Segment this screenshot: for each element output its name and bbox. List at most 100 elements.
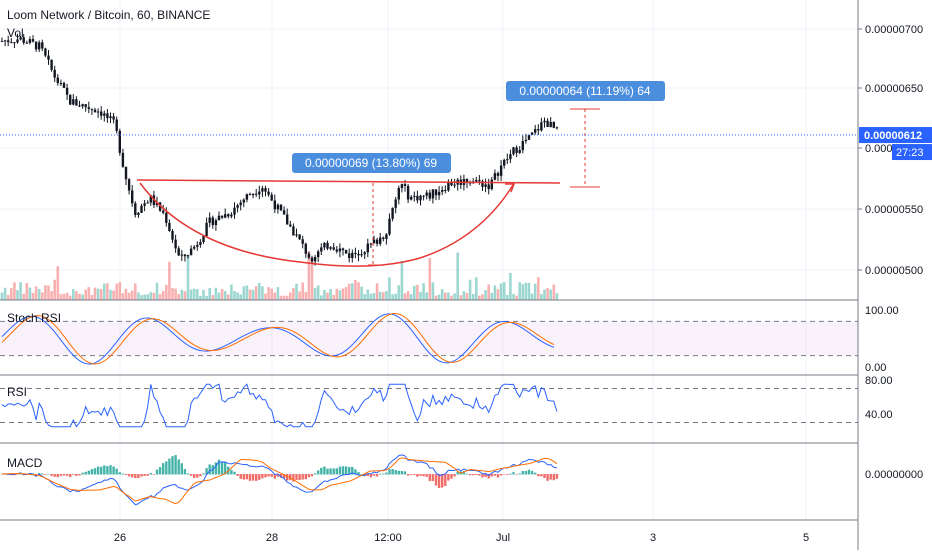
candle-body (199, 242, 202, 245)
candle-body (313, 257, 317, 262)
macd-histogram-bar (549, 474, 552, 480)
macd-histogram-bar (484, 474, 487, 477)
candle-body (524, 139, 528, 142)
candle-body (177, 248, 180, 256)
volume-bar (155, 282, 159, 300)
last-price-value: 0.00000612 (864, 130, 922, 142)
macd-histogram-bar (410, 474, 413, 475)
candle-body (329, 247, 332, 249)
volume-bar (425, 292, 428, 300)
volume-bar (434, 295, 438, 300)
volume-bar (270, 288, 273, 300)
macd-histogram-bar (537, 474, 540, 477)
macd-histogram-bar (96, 466, 100, 475)
candle-body (56, 77, 59, 84)
candles (0, 33, 559, 266)
macd-histogram-bar (155, 469, 159, 475)
macd-histogram-bar (307, 474, 311, 478)
volume-bar (304, 291, 308, 300)
volume-bar (285, 295, 289, 300)
macd-histogram-bar (382, 473, 385, 475)
countdown-value: 27:23 (896, 147, 924, 159)
candle-body (158, 202, 162, 211)
candle-body (106, 113, 109, 119)
volume-bar (75, 291, 78, 300)
macd-histogram-bar (450, 474, 453, 479)
candle-body (344, 250, 348, 254)
volume-bar (456, 252, 459, 300)
candle-body (202, 236, 205, 243)
macd-histogram-bar (372, 474, 376, 476)
candle-body (233, 207, 236, 215)
volume-bar (338, 290, 342, 300)
candle-body (16, 39, 19, 43)
macd-histogram-bar (313, 473, 317, 475)
volume-bar (112, 290, 115, 300)
volume-bar (59, 294, 63, 300)
time-tick-label: 26 (114, 532, 126, 544)
candle-body (134, 203, 137, 215)
time-tick-label: 5 (803, 532, 809, 544)
candle-body (189, 248, 193, 256)
candle-body (75, 99, 78, 106)
volume-bar (81, 294, 84, 300)
volume-bar (174, 288, 177, 300)
volume-bar (279, 295, 283, 300)
volume-bar (196, 289, 199, 300)
candle-body (496, 173, 500, 176)
macd-histogram-bar (152, 474, 156, 475)
macd-histogram-bar (543, 474, 546, 479)
volume-bar (183, 291, 187, 300)
macd-histogram-bar (503, 474, 506, 475)
candle-body (453, 184, 456, 186)
candle-body (295, 234, 298, 236)
candle-body (394, 199, 397, 208)
macd-histogram-bar (422, 474, 425, 477)
candle-body (406, 185, 410, 200)
volume-bar (220, 289, 224, 300)
candle-body (422, 195, 425, 197)
macd-histogram-bar (487, 474, 490, 479)
candle-body (375, 239, 379, 244)
volume-bar (546, 287, 549, 300)
volume-bar (264, 293, 267, 300)
volume-bar (490, 292, 494, 300)
macd-histogram-bar (84, 471, 87, 475)
macd-signal-line (1, 457, 558, 505)
volume-bar (152, 292, 156, 300)
candle-body (478, 180, 481, 182)
volume-bar (298, 291, 301, 300)
grid (0, 0, 858, 520)
macd-histogram-bar (400, 471, 404, 475)
candle-body (44, 48, 47, 56)
macd-histogram-bar (304, 474, 307, 480)
macd-histogram-bar (326, 468, 329, 475)
macd-histogram-bar (255, 474, 258, 481)
macd-histogram-bar (174, 455, 177, 475)
macd-histogram-bar (292, 474, 295, 482)
candle-body (282, 210, 286, 215)
macd-histogram-bar (205, 468, 208, 475)
rsi-tick: 80.00 (865, 375, 893, 387)
macd-histogram-bar (555, 474, 559, 479)
volume-bar (391, 294, 394, 300)
macd-histogram-bar (103, 465, 106, 475)
candle-body (357, 253, 360, 256)
volume-bar (351, 283, 354, 300)
volume-bar (444, 292, 447, 300)
volume-bar (307, 251, 311, 300)
volume-bar (6, 294, 10, 300)
macd-histogram-bar (78, 474, 81, 476)
macd-histogram-bar (540, 474, 543, 477)
volume-bar (437, 294, 441, 300)
candle-body (382, 237, 385, 239)
macd-histogram-bar (276, 474, 280, 477)
macd-tick: 0.00000000 (865, 469, 923, 481)
macd-histogram-bar (335, 468, 338, 475)
volume-bar (171, 288, 174, 300)
volume-bar (245, 285, 249, 300)
candle-body (444, 189, 447, 191)
macd-histogram-bar (416, 474, 419, 477)
